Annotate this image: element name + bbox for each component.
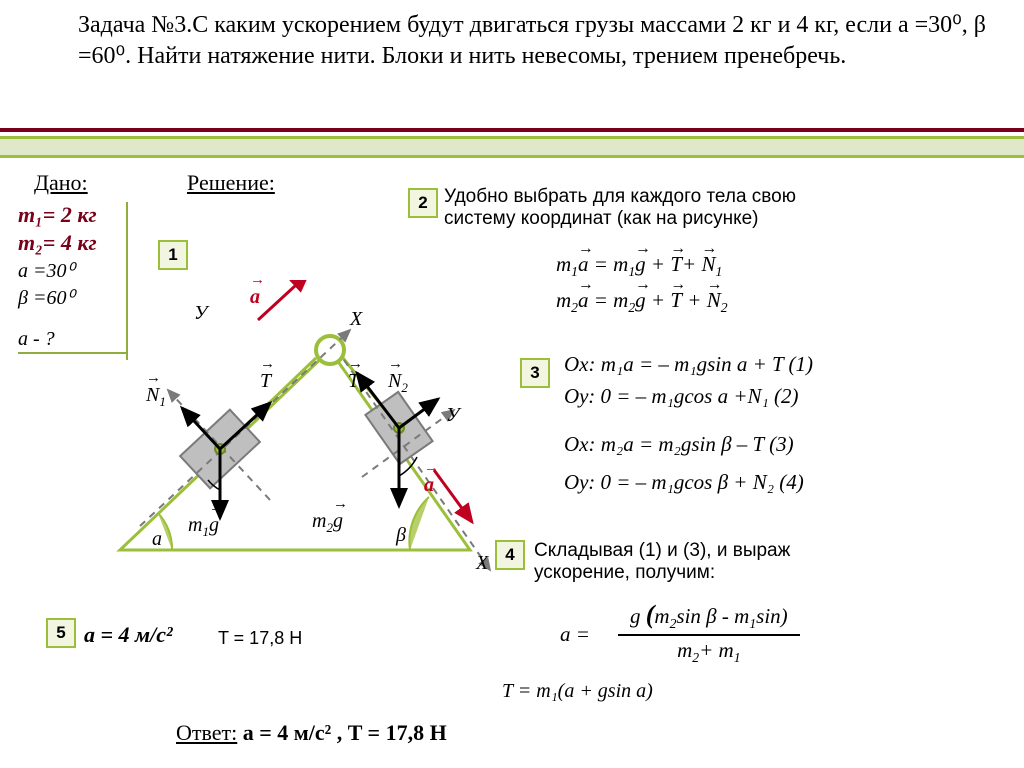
lbl-t1: T [260, 370, 271, 393]
step2-l2: систему координат (как на рисунке) [444, 208, 796, 230]
answer-block: Ответ: a = 4 м/с² , T = 17,8 Н [176, 720, 447, 746]
given-m2: m₂= 4 кг [18, 230, 97, 256]
lbl-alpha: а [152, 528, 162, 551]
t-equation: T = m₁(a + gsin a) [502, 680, 653, 703]
lbl-t2: T [348, 370, 359, 393]
vec-eq-2: m2a = m2g + T + N2 [556, 288, 728, 316]
step2-l1: Удобно выбрать для каждого тела свою [444, 186, 796, 208]
step-box-3: 3 [520, 358, 550, 388]
step4-text: Складывая (1) и (3), и выраж ускорение, … [534, 540, 790, 584]
step-box-5: 5 [46, 618, 76, 648]
given-find: а - ? [18, 328, 97, 351]
lbl-y2: У [446, 404, 459, 427]
formula-num: g (m2sin β - m1sin) [618, 600, 800, 636]
answer-text: a = 4 м/с² , T = 17,8 Н [243, 720, 447, 745]
step-box-2: 2 [408, 188, 438, 218]
diagram-svg [110, 280, 510, 580]
answer-label: Ответ: [176, 720, 237, 745]
step-box-1: 1 [158, 240, 188, 270]
formula-lead: a = [560, 622, 590, 647]
lbl-m2g: m2g [312, 510, 343, 536]
result-a: a = 4 м/с² [84, 622, 173, 648]
lbl-a2: a [424, 474, 434, 497]
result-t: T = 17,8 Н [218, 628, 302, 649]
solution-header: Решение: [187, 170, 275, 196]
proj-oy2: Оу: 0 = – m₁gcos β + N₂ (4) [564, 470, 804, 495]
given-block: m₁= 2 кг m₂= 4 кг а =30⁰ β =60⁰ а - ? [18, 200, 97, 353]
lbl-n2: N2 [388, 370, 408, 396]
given-beta: β =60⁰ [18, 285, 97, 310]
lbl-a1: a [250, 286, 260, 309]
lbl-m1g: m1g [188, 514, 219, 540]
proj-ox1: Ох: m₁a = – m₁gsin a + T (1) [564, 352, 813, 377]
step4-l2: ускорение, получим: [534, 562, 790, 584]
proj-ox2: Ох: m₂a = m₂gsin β – T (3) [564, 432, 794, 457]
given-header: Дано: [34, 170, 88, 196]
lbl-beta: β [396, 524, 406, 547]
rule-green [0, 136, 1024, 158]
formula-den: m2+ m1 [618, 636, 800, 666]
proj-oy1: Оу: 0 = – m₁gcos a +N₁ (2) [564, 384, 799, 409]
lbl-x1: X [350, 308, 362, 331]
lbl-n1: N1 [146, 384, 166, 410]
step2-text: Удобно выбрать для каждого тела свою сис… [444, 186, 796, 230]
given-m1: m₁= 2 кг [18, 202, 97, 228]
lbl-x2: X [476, 552, 488, 575]
given-alpha: а =30⁰ [18, 258, 97, 283]
formula-fraction: g (m2sin β - m1sin) m2+ m1 [618, 600, 800, 666]
rule-red [0, 128, 1024, 132]
lbl-y1: У [194, 302, 207, 325]
problem-text: Задача №3.С каким ускорением будут двига… [78, 10, 1012, 72]
step4-l1: Складывая (1) и (3), и выраж [534, 540, 790, 562]
